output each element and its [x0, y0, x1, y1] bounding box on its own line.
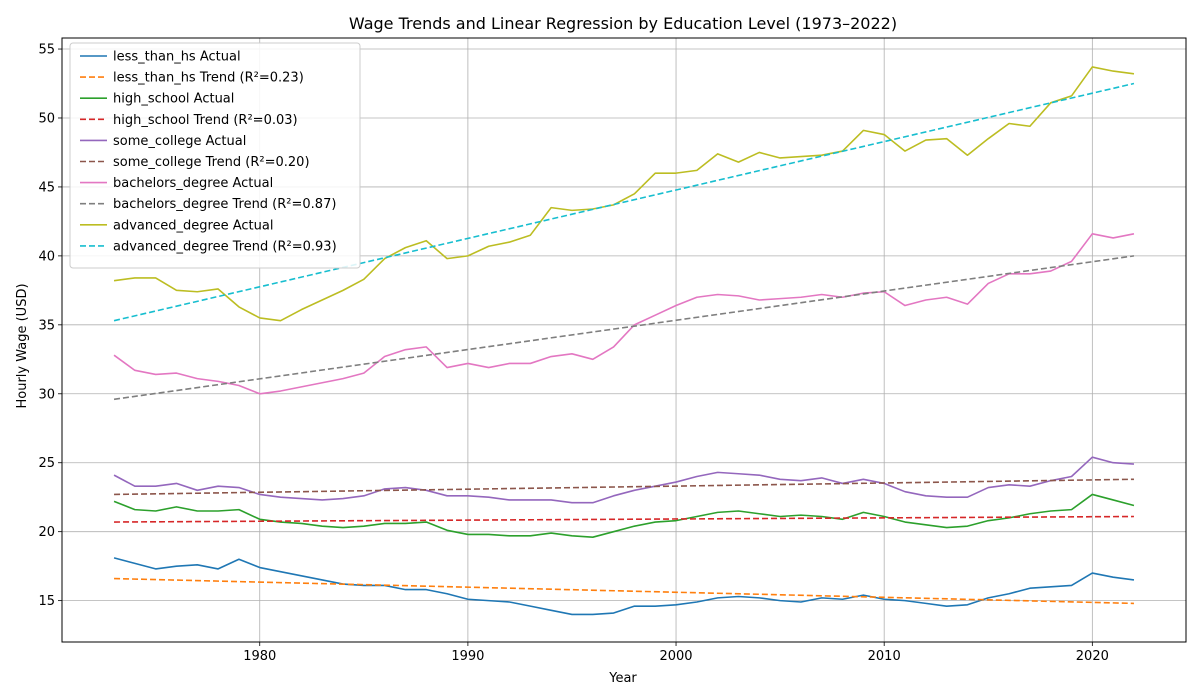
series-line-high-school-actual [113, 493, 1135, 539]
legend-label: bachelors_degree Trend (R²=0.87) [113, 197, 336, 212]
series-line-advanced-degree-actual [113, 66, 1135, 322]
y-tick-label: 40 [38, 249, 55, 264]
legend: less_than_hs Actual less_than_hs Trend (R… [69, 42, 361, 269]
x-tick-label: 2000 [659, 649, 692, 664]
series-line-some-college-actual [113, 456, 1135, 504]
series-line-some-college-trend-r-0-20 [114, 478, 1134, 496]
series-line-less-than-hs-trend-r-0-23 [114, 577, 1134, 605]
y-tick-label: 20 [38, 525, 55, 540]
y-tick-label: 30 [38, 387, 55, 402]
y-tick-label: 55 [38, 43, 55, 58]
series-line-bachelors-degree-trend-r-0-87 [113, 255, 1135, 401]
legend-label: some_college Actual [113, 134, 246, 149]
series-line-advanced-degree-trend-r-0-93 [113, 82, 1135, 322]
legend-label: advanced_degree Trend (R²=0.93) [113, 239, 337, 254]
x-tick-label: 1990 [451, 649, 484, 664]
y-axis-title: Hourly Wage (USD) [15, 283, 30, 408]
axis-ticks: 1980 1990 2000 2010 2020 15 20 25 30 35 40 45 50 55 [38, 43, 1108, 664]
plot-frame [61, 37, 1187, 643]
series-line-high-school-trend-r-0-03 [114, 515, 1134, 523]
y-tick-label: 25 [38, 456, 55, 471]
grid [62, 38, 1186, 642]
series-line-bachelors-degree-actual [113, 233, 1135, 395]
legend-label: bachelors_degree Actual [113, 176, 273, 191]
y-tick-label: 50 [38, 111, 55, 126]
y-tick-label: 35 [38, 318, 55, 333]
legend-box [69, 42, 361, 269]
legend-label: less_than_hs Trend (R²=0.23) [113, 71, 304, 86]
legend-label: advanced_degree Actual [113, 218, 273, 233]
y-tick-label: 45 [38, 180, 55, 195]
plot-series [113, 66, 1135, 616]
legend-label: high_school Trend (R²=0.03) [113, 113, 298, 128]
legend-label: high_school Actual [113, 92, 234, 107]
x-tick-label: 2020 [1076, 649, 1109, 664]
series-line-less-than-hs-actual [113, 557, 1135, 616]
x-tick-label: 1980 [243, 649, 276, 664]
x-axis-title: Year [608, 671, 637, 686]
legend-label: less_than_hs Actual [113, 50, 241, 65]
y-tick-label: 15 [38, 594, 55, 609]
x-tick-label: 2010 [868, 649, 901, 664]
chart-title: Wage Trends and Linear Regression by Edu… [349, 14, 897, 33]
legend-label: some_college Trend (R²=0.20) [113, 155, 310, 170]
